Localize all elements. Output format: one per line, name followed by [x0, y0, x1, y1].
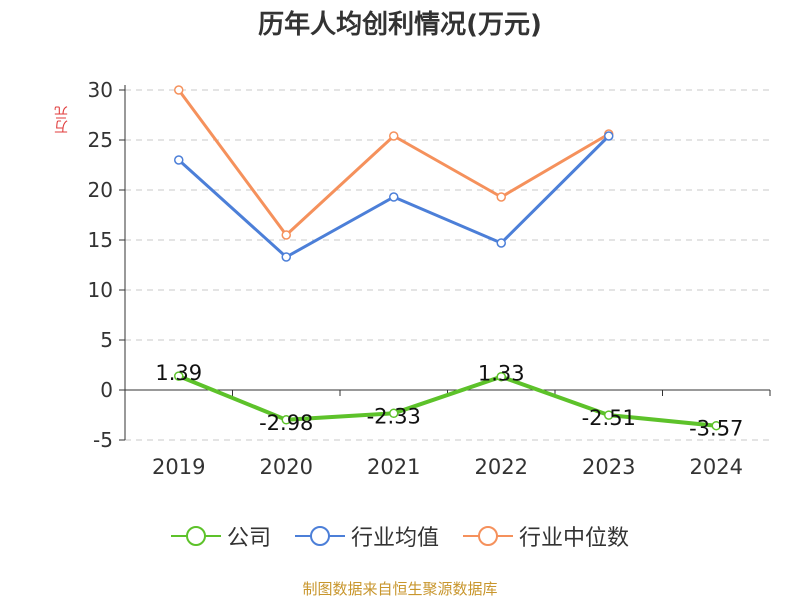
y-tick-label: -5 [93, 428, 113, 452]
data-point [174, 371, 184, 381]
data-label: 1.39 [155, 361, 202, 385]
x-tick-label: 2023 [582, 455, 635, 479]
legend-marker-icon [170, 524, 221, 548]
data-source-footer: 制图数据来自恒生聚源数据库 [302, 580, 498, 598]
data-point [174, 155, 184, 165]
data-point [389, 408, 399, 419]
x-tick-label: 2020 [260, 455, 313, 479]
data-point [389, 192, 399, 202]
line-chart: 30 25 20 15 10 5 0 -5 2019 2020 2021 2022 2023 2024 1.… [88, 78, 771, 479]
y-tick-label: 20 [88, 178, 113, 202]
data-point [496, 371, 506, 382]
data-label: -2.51 [582, 406, 636, 430]
data-point [496, 238, 506, 248]
y-tick-label: 10 [88, 278, 113, 302]
data-label: -2.98 [259, 411, 313, 435]
legend-label: 行业中位数 [519, 526, 630, 551]
data-label: -3.57 [689, 417, 743, 441]
data-point [281, 252, 291, 262]
data-point [711, 420, 721, 431]
x-tick-label: 2024 [690, 455, 743, 479]
legend-item[interactable]: 行业均值 [294, 520, 439, 552]
y-tick-label: 5 [100, 328, 113, 352]
data-point [496, 192, 506, 202]
data-point [174, 85, 184, 95]
series-line-2 [177, 89, 610, 237]
legend-item[interactable]: 行业中位数 [463, 520, 629, 552]
chart-legend: 公司 行业均值 行业中位数 [0, 520, 800, 552]
data-point [389, 131, 399, 141]
chart-title: 历年人均创利情况(万元) [258, 10, 542, 40]
data-label: 1.33 [478, 362, 525, 386]
legend-label: 公司 [226, 526, 271, 551]
y-tick-label: 15 [88, 228, 113, 252]
data-point [281, 415, 291, 425]
series-line-0 [177, 374, 717, 428]
legend-item[interactable]: 公司 [170, 520, 271, 552]
legend-marker-icon [463, 524, 513, 548]
data-label: -2.33 [367, 404, 421, 428]
legend-marker-icon [294, 524, 345, 548]
x-tick-label: 2019 [152, 455, 205, 479]
data-point [281, 230, 291, 240]
y-tick-label: 30 [88, 78, 113, 102]
y-tick-label: 25 [88, 128, 113, 152]
data-point [604, 410, 614, 420]
legend-label: 行业均值 [350, 526, 439, 551]
data-point [604, 131, 614, 141]
x-tick-label: 2021 [367, 455, 420, 479]
x-tick-label: 2022 [475, 455, 528, 479]
y-tick-label: 0 [100, 378, 113, 402]
